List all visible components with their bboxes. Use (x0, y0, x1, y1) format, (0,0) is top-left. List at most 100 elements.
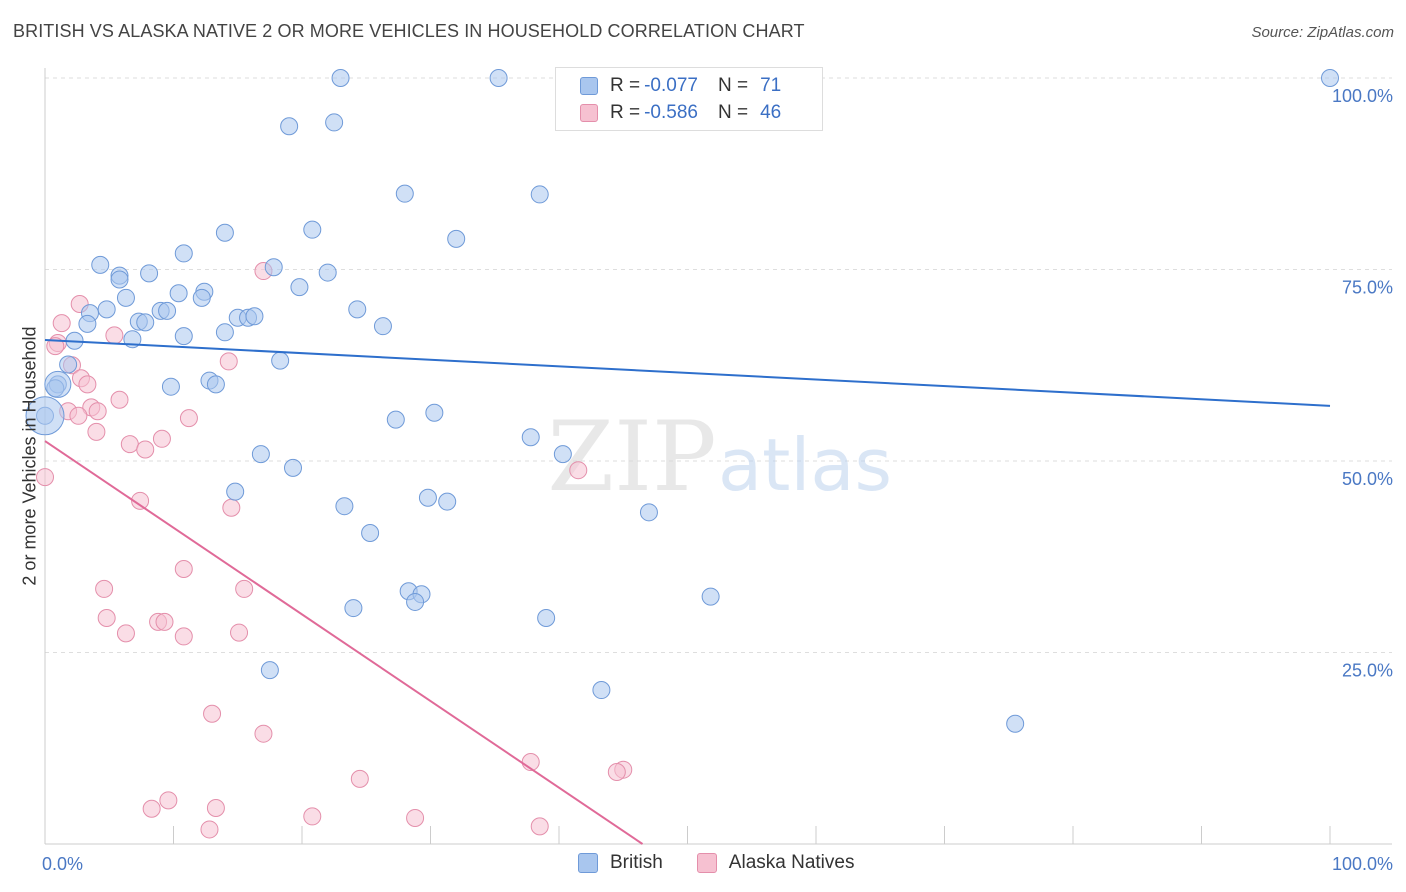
alaska-natives-point (36, 468, 54, 487)
british-point (489, 69, 508, 87)
legend-n-label: N = (717, 102, 749, 123)
british-point (284, 458, 303, 477)
british-point (447, 229, 466, 248)
british-point (271, 351, 290, 370)
british-point (1006, 714, 1025, 733)
alaska-natives-point (97, 609, 116, 628)
british-point (335, 497, 354, 516)
x-tick-label-max: 100.0% (1332, 854, 1393, 874)
legend-swatch-alaska (580, 104, 598, 122)
british-point (91, 255, 110, 274)
alaska-natives-point (179, 409, 198, 428)
alaska-natives-point (52, 314, 71, 333)
trend-lines (44, 338, 1331, 845)
tick-labels: 25.0% 50.0% 75.0% 100.0% 0.0% 100.0% (42, 86, 1393, 874)
series-label-british: British (610, 852, 663, 873)
british-point (418, 488, 437, 507)
legend-r-label: R = (610, 102, 641, 123)
alaska-natives-point (155, 612, 174, 631)
british-point (140, 264, 159, 283)
alaska-natives-point (95, 579, 114, 598)
alaska-natives-point (105, 326, 124, 345)
british-point (280, 117, 299, 136)
series-swatch-british (578, 853, 598, 873)
alaska-natives-point (406, 808, 425, 827)
watermark-zip: ZIP (547, 401, 716, 513)
alaska-natives-point (219, 352, 238, 371)
series-legend-british: British (578, 852, 663, 874)
y-tick-label: 75.0% (1342, 278, 1393, 298)
british-point (116, 288, 135, 307)
correlation-legend: R = -0.077 N = 71 R = -0.586 N = 46 (555, 67, 823, 131)
legend-n-label: N = (717, 75, 749, 96)
british-point (136, 313, 155, 332)
british-point (406, 592, 425, 611)
legend-r-label: R = (610, 75, 641, 96)
legend-row-alaska: R = -0.586 N = 46 (580, 100, 781, 126)
british-point (361, 524, 380, 543)
british-point (226, 482, 245, 501)
alaska-natives-point (254, 724, 273, 743)
british-point (206, 375, 225, 394)
alaska-natives-point (87, 422, 106, 441)
british-point (169, 284, 188, 303)
british-point (318, 263, 337, 282)
chart-title: BRITISH VS ALASKA NATIVE 2 OR MORE VEHIC… (13, 21, 805, 41)
british-point (537, 609, 556, 628)
british-point (245, 307, 264, 326)
british-point (386, 410, 405, 429)
legend-r-value: -0.586 (644, 102, 698, 123)
alaska-natives-trend-line (44, 440, 644, 845)
british-point (290, 278, 309, 297)
alaska-natives-point (110, 390, 129, 409)
series-swatch-alaska (696, 853, 717, 873)
alaska-natives-point (569, 461, 588, 480)
british-point (251, 445, 270, 464)
alaska-natives-point (174, 560, 193, 579)
british-point (325, 113, 344, 132)
british-point-large (25, 396, 65, 436)
british-point (59, 355, 78, 374)
alaska-natives-point (530, 817, 549, 836)
british-point (395, 184, 414, 203)
british-point (348, 300, 367, 319)
british-point (331, 69, 350, 87)
alaska-natives-point (152, 429, 171, 448)
legend-n-value: 46 (760, 102, 782, 123)
legend-row-british: R = -0.077 N = 71 (580, 73, 781, 99)
legend-r-value: -0.077 (644, 75, 698, 96)
british-point (260, 661, 279, 680)
british-points (25, 69, 1339, 733)
alaska-natives-point (206, 798, 225, 817)
british-point (373, 317, 392, 336)
series-legend: British Alaska Natives (578, 852, 888, 874)
alaska-natives-point (78, 375, 97, 394)
alaska-natives-points (36, 262, 633, 839)
alaska-natives-point (203, 704, 222, 723)
y-tick-label: 25.0% (1342, 661, 1393, 681)
alaska-natives-point (69, 406, 88, 425)
alaska-natives-point (46, 337, 65, 356)
british-point (264, 258, 283, 277)
series-legend-alaska: Alaska Natives (696, 852, 854, 874)
alaska-natives-point (607, 762, 626, 781)
alaska-natives-point (174, 627, 193, 646)
y-tick-label: 100.0% (1332, 86, 1393, 106)
alaska-natives-point (222, 498, 241, 517)
british-point (174, 244, 193, 263)
british-point (639, 503, 658, 522)
british-point (1321, 69, 1339, 87)
british-point (592, 681, 611, 700)
watermark: ZIP atlas (547, 401, 892, 513)
alaska-natives-point (120, 435, 139, 454)
alaska-natives-point (88, 402, 107, 421)
alaska-natives-point (131, 491, 150, 510)
axis-layer (44, 68, 1392, 845)
british-point (438, 492, 457, 511)
british-point (521, 428, 540, 447)
british-point (192, 288, 211, 307)
alaska-natives-point (303, 807, 322, 826)
british-point (158, 301, 177, 320)
